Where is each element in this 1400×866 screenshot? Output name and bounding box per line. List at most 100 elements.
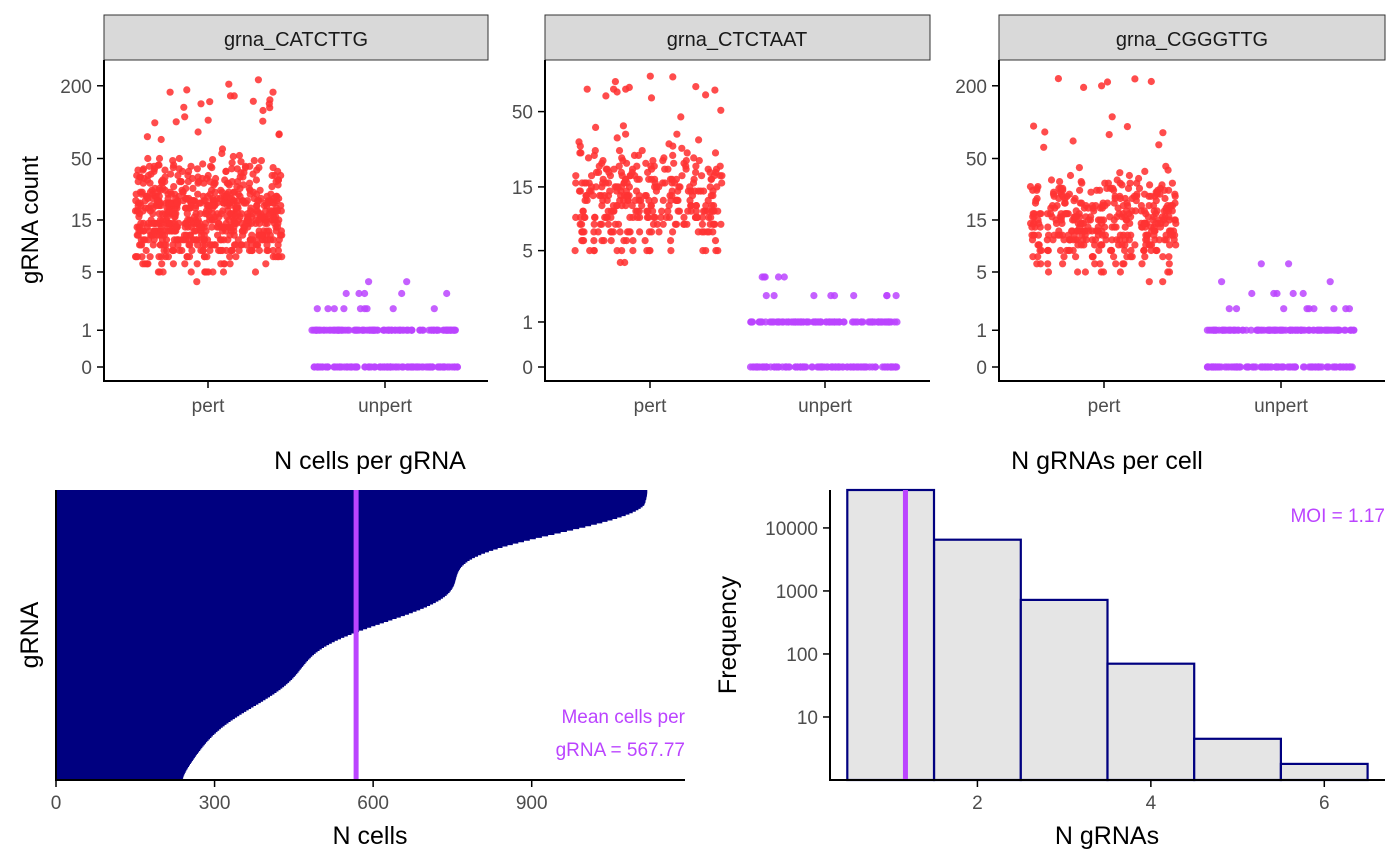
- data-point-pert: [245, 184, 253, 192]
- data-point-pert: [1029, 253, 1037, 261]
- data-point-pert: [174, 171, 182, 180]
- data-point-pert: [1108, 113, 1116, 121]
- data-point-unpert: [752, 363, 761, 371]
- data-point-pert: [1048, 202, 1057, 210]
- data-point-pert: [139, 260, 147, 268]
- data-point-unpert: [771, 363, 779, 371]
- data-point-pert: [1030, 231, 1038, 239]
- data-point-pert: [1082, 236, 1090, 244]
- data-point-pert: [1101, 231, 1109, 239]
- data-point-pert: [1153, 190, 1161, 198]
- data-point-pert: [1149, 202, 1158, 210]
- data-point-unpert: [790, 318, 798, 326]
- data-point-pert: [1069, 137, 1077, 145]
- data-point-pert: [1076, 219, 1085, 227]
- data-point-pert: [266, 104, 274, 112]
- data-point-pert: [1159, 253, 1167, 261]
- data-point-pert: [678, 172, 686, 180]
- x-tick-label-pert: pert: [192, 396, 225, 417]
- data-point-pert: [1140, 246, 1148, 255]
- data-point-pert: [580, 213, 588, 221]
- data-point-pert: [611, 183, 619, 191]
- data-point-pert: [626, 213, 634, 221]
- data-point-pert: [193, 278, 201, 286]
- y-tick-label: 100: [786, 645, 818, 666]
- data-point-pert: [208, 164, 216, 172]
- data-point-pert: [1121, 236, 1129, 244]
- data-point-pert: [153, 197, 161, 205]
- data-point-unpert: [340, 363, 349, 371]
- data-point-pert: [203, 268, 211, 276]
- y-tick-label: 5: [81, 263, 92, 284]
- data-point-pert: [687, 202, 695, 210]
- data-point-pert: [167, 170, 175, 178]
- x-axis-ticks: 0 300 600 900: [51, 780, 548, 814]
- data-point-pert: [1097, 268, 1105, 276]
- data-point-pert: [1152, 246, 1160, 255]
- x-axis: pert unpert: [103, 60, 488, 417]
- data-point-unpert: [1280, 305, 1288, 313]
- data-point-pert: [1132, 207, 1140, 215]
- y-tick-label: 0: [976, 358, 987, 379]
- data-point-pert: [1060, 236, 1068, 244]
- data-point-pert: [204, 116, 212, 124]
- data-point-pert: [694, 228, 702, 236]
- data-point-pert: [1162, 207, 1170, 215]
- data-point-unpert: [1225, 305, 1233, 313]
- data-point-pert: [1076, 186, 1084, 194]
- data-point-pert: [144, 171, 152, 180]
- data-point-pert: [677, 113, 685, 121]
- data-point-pert: [179, 188, 187, 196]
- data-point-pert: [246, 236, 255, 244]
- data-point-pert: [667, 247, 675, 255]
- data-point-unpert: [334, 363, 342, 371]
- data-point-pert: [206, 246, 214, 255]
- data-point-pert: [1165, 216, 1173, 224]
- data-point-pert: [1168, 202, 1177, 210]
- data-point-pert: [596, 192, 604, 200]
- data-point-pert: [669, 151, 677, 159]
- data-point-pert: [1098, 82, 1106, 90]
- data-point-pert: [674, 207, 682, 215]
- data-point-pert: [217, 186, 225, 194]
- data-point-pert: [259, 106, 267, 115]
- data-point-pert: [1103, 78, 1112, 86]
- data-point-pert: [670, 159, 678, 167]
- data-point-unpert: [830, 292, 839, 300]
- data-point-unpert: [450, 363, 458, 371]
- data-point-pert: [1049, 236, 1057, 244]
- histogram-bin: [1193, 737, 1282, 782]
- data-point-pert: [591, 213, 599, 221]
- data-point-pert: [707, 175, 715, 183]
- data-point-pert: [590, 247, 598, 255]
- data-point-pert: [226, 260, 234, 268]
- data-point-pert: [692, 83, 700, 91]
- data-point-pert: [160, 241, 168, 249]
- data-point-unpert: [1304, 326, 1312, 334]
- y-tick-label: 15: [966, 211, 987, 232]
- data-point-pert: [138, 253, 146, 261]
- data-point-unpert: [403, 278, 411, 286]
- data-point-pert: [174, 241, 182, 249]
- data-point-pert: [583, 85, 591, 93]
- data-point-pert: [673, 130, 681, 138]
- data-point-pert: [1070, 197, 1078, 205]
- data-point-pert: [615, 147, 624, 155]
- data-point-pert: [599, 157, 607, 165]
- data-point-pert: [1033, 186, 1041, 194]
- data-point-unpert: [825, 318, 833, 326]
- data-point-pert: [682, 165, 690, 173]
- points-layer: [571, 72, 901, 371]
- data-point-pert: [1087, 213, 1095, 221]
- data-point-pert: [602, 92, 610, 100]
- data-point-pert: [709, 192, 717, 200]
- data-point-pert: [239, 231, 247, 239]
- data-point-pert: [149, 241, 157, 249]
- data-point-pert: [690, 154, 698, 162]
- data-point-unpert: [439, 363, 447, 371]
- data-point-pert: [711, 86, 719, 94]
- data-point-pert: [579, 207, 587, 215]
- strip-background: [103, 14, 489, 61]
